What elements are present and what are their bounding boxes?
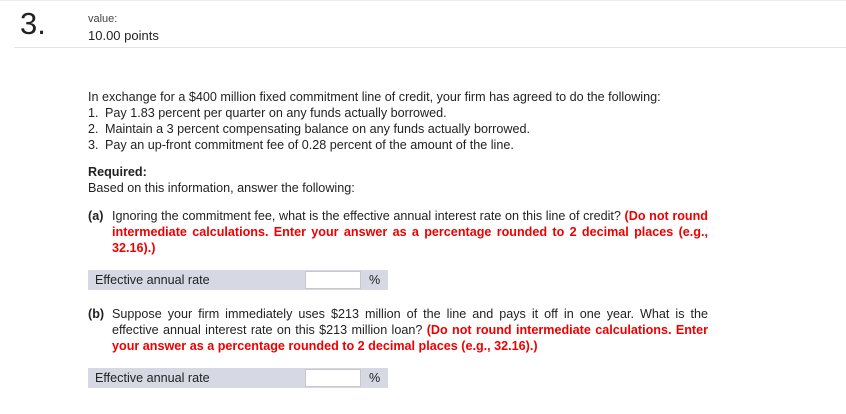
required-text: Based on this information, answer the fo… xyxy=(88,181,355,195)
percent-unit: % xyxy=(369,273,381,287)
answer-a-label: Effective annual rate xyxy=(95,273,210,287)
part-b-label: (b) xyxy=(88,307,105,321)
header-divider xyxy=(14,47,846,48)
list-item: 2. Maintain a 3 percent compensating bala… xyxy=(88,122,530,136)
part-a-text: Ignoring the commitment fee, what is the… xyxy=(112,209,621,223)
answer-row-a: Effective annual rate % xyxy=(88,270,388,290)
list-item: 3. Pay an up-front commitment fee of 0.28… xyxy=(88,138,514,152)
intro-text: In exchange for a $400 million fixed com… xyxy=(88,90,661,104)
list-item: 1. Pay 1.83 percent per quarter on any fu… xyxy=(88,106,447,120)
part-a-label: (a) xyxy=(88,209,104,223)
answer-b-label: Effective annual rate xyxy=(95,371,210,385)
answer-row-b: Effective annual rate % xyxy=(88,368,388,388)
value-label: value: xyxy=(88,13,118,25)
part-a: (a) Ignoring the commitment fee, what is… xyxy=(88,208,708,256)
required-section: Required: Based on this information, ans… xyxy=(88,164,728,196)
part-b-text: Suppose your firm immediately uses $213 … xyxy=(112,307,708,337)
top-divider xyxy=(0,0,846,1)
terms-list: 1. Pay 1.83 percent per quarter on any fu… xyxy=(88,105,530,153)
part-a-instruction: (Do not round intermediate calculations.… xyxy=(112,209,708,255)
effective-annual-rate-input-a[interactable] xyxy=(305,271,361,289)
points-value: 10.00 points xyxy=(88,28,159,43)
effective-annual-rate-input-b[interactable] xyxy=(305,369,361,387)
percent-unit: % xyxy=(369,371,381,385)
part-b: (b) Suppose your firm immediately uses $… xyxy=(88,306,708,354)
part-b-instruction: (Do not round intermediate calculations.… xyxy=(112,323,709,353)
required-label: Required: xyxy=(88,165,147,179)
question-number: 3. xyxy=(20,6,46,41)
